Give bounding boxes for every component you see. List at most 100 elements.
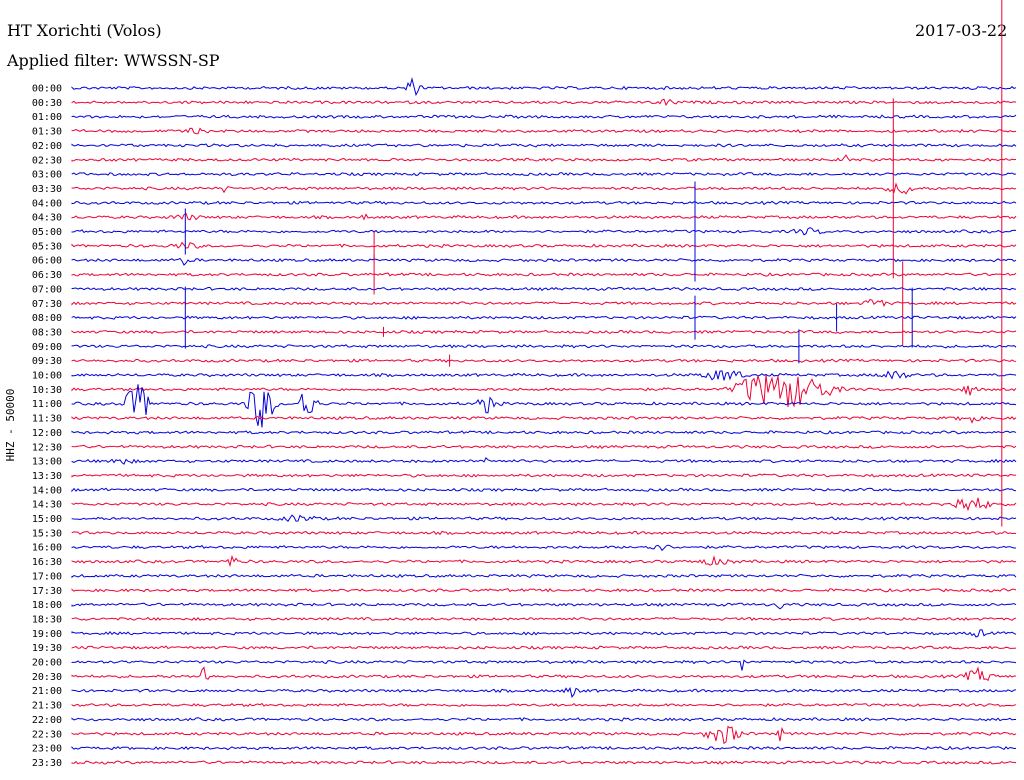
row-time-label: 06:30 [32, 270, 62, 281]
trace-line [71, 200, 1017, 206]
row-time-label: 19:30 [32, 643, 62, 654]
trace-line [71, 544, 1016, 552]
trace-line [71, 666, 1017, 682]
row-time-label: 17:00 [32, 571, 62, 582]
row-time-label: 13:30 [32, 471, 62, 482]
trace-line [71, 212, 1017, 221]
trace-line [71, 645, 1017, 650]
row-time-label: 04:30 [32, 213, 62, 224]
trace-line [71, 444, 1017, 450]
trace-line [71, 143, 1017, 148]
row-time-label: 03:00 [32, 170, 62, 181]
row-time-label: 14:30 [32, 500, 62, 511]
trace-line [71, 530, 1017, 536]
row-time-label: 07:00 [32, 284, 62, 295]
row-time-label: 02:30 [32, 155, 62, 166]
trace-line [71, 602, 1017, 610]
row-time-label: 12:30 [32, 442, 62, 453]
row-time-label: 09:30 [32, 356, 62, 367]
trace-line [71, 374, 1017, 408]
trace-line [71, 717, 1016, 722]
trace-line [71, 629, 1017, 638]
event-overlays [184, 0, 1003, 527]
trace-line [71, 430, 1017, 435]
row-time-label: 17:30 [32, 586, 62, 597]
trace-line [71, 272, 1017, 277]
trace-line [71, 77, 1017, 97]
row-time-label: 22:00 [32, 715, 62, 726]
trace-line [71, 154, 1017, 162]
trace-line [71, 686, 1017, 698]
row-time-label: 22:30 [32, 729, 62, 740]
trace-line [71, 415, 1017, 424]
row-time-label: 03:30 [32, 184, 62, 195]
trace-line [71, 573, 1017, 579]
trace-line [71, 298, 1017, 308]
trace-line [71, 286, 1017, 292]
trace-line [71, 241, 1017, 249]
trace-line [71, 182, 1017, 195]
row-time-label: 10:30 [32, 385, 62, 396]
row-time-label: 21:30 [32, 701, 62, 712]
row-time-label: 13:00 [32, 457, 62, 468]
chart-date: 2017-03-22 [915, 21, 1007, 40]
row-time-label: 07:30 [32, 299, 62, 310]
trace-line [71, 514, 1017, 522]
trace-line [71, 98, 1017, 107]
row-time-label: 23:00 [32, 744, 62, 755]
row-time-label: 00:30 [32, 98, 62, 109]
row-time-label: 08:00 [32, 313, 62, 324]
trace-line [71, 127, 1017, 135]
trace-line [71, 587, 1017, 593]
row-time-label: 20:30 [32, 672, 62, 683]
trace-line [71, 315, 1017, 320]
row-time-label: 11:30 [32, 414, 62, 425]
trace-line [71, 554, 1017, 568]
trace-line [71, 473, 1017, 478]
row-time-label: 21:00 [32, 686, 62, 697]
trace-line [71, 329, 1017, 335]
row-time-label: 01:00 [32, 112, 62, 123]
trace-line [71, 114, 1017, 119]
trace-line [71, 456, 1017, 465]
trace-line [71, 358, 1017, 363]
row-time-label: 01:30 [32, 127, 62, 138]
row-time-label: 15:00 [32, 514, 62, 525]
row-time-label: 16:00 [32, 543, 62, 554]
trace-line [71, 370, 1017, 381]
row-time-label: 02:00 [32, 141, 62, 152]
row-time-label: 14:00 [32, 485, 62, 496]
y-axis-label: HHZ - 50000 [4, 389, 17, 462]
row-time-label: 16:30 [32, 557, 62, 568]
row-time-label: 06:00 [32, 256, 62, 267]
row-time-label: 12:00 [32, 428, 62, 439]
trace-line [71, 745, 1017, 751]
trace-line [71, 760, 1017, 765]
row-time-label: 18:00 [32, 600, 62, 611]
row-time-label: 15:30 [32, 528, 62, 539]
row-time-label: 05:00 [32, 227, 62, 238]
row-time-label: 19:00 [32, 629, 62, 640]
trace-line [71, 227, 1017, 236]
trace-line [71, 257, 1017, 266]
row-time-label: 20:00 [32, 658, 62, 669]
row-time-label: 10:00 [32, 371, 62, 382]
trace-line [71, 616, 1017, 622]
row-time-label: 00:00 [32, 84, 62, 95]
row-time-label: 09:00 [32, 342, 62, 353]
trace-line [71, 702, 1017, 707]
trace-line [71, 659, 1017, 671]
trace-line [71, 497, 1017, 512]
trace-line [71, 344, 1017, 349]
row-time-label: 11:00 [32, 399, 62, 410]
chart-title: HT Xorichti (Volos) [7, 21, 162, 40]
row-time-label: 08:30 [32, 327, 62, 338]
trace-line [71, 487, 1017, 493]
row-time-label: 23:30 [32, 758, 62, 769]
trace-line [71, 171, 1017, 177]
row-time-label: 04:00 [32, 198, 62, 209]
trace-line [71, 725, 1017, 745]
row-time-label: 18:30 [32, 614, 62, 625]
chart-subtitle: Applied filter: WWSSN-SP [6, 51, 220, 70]
